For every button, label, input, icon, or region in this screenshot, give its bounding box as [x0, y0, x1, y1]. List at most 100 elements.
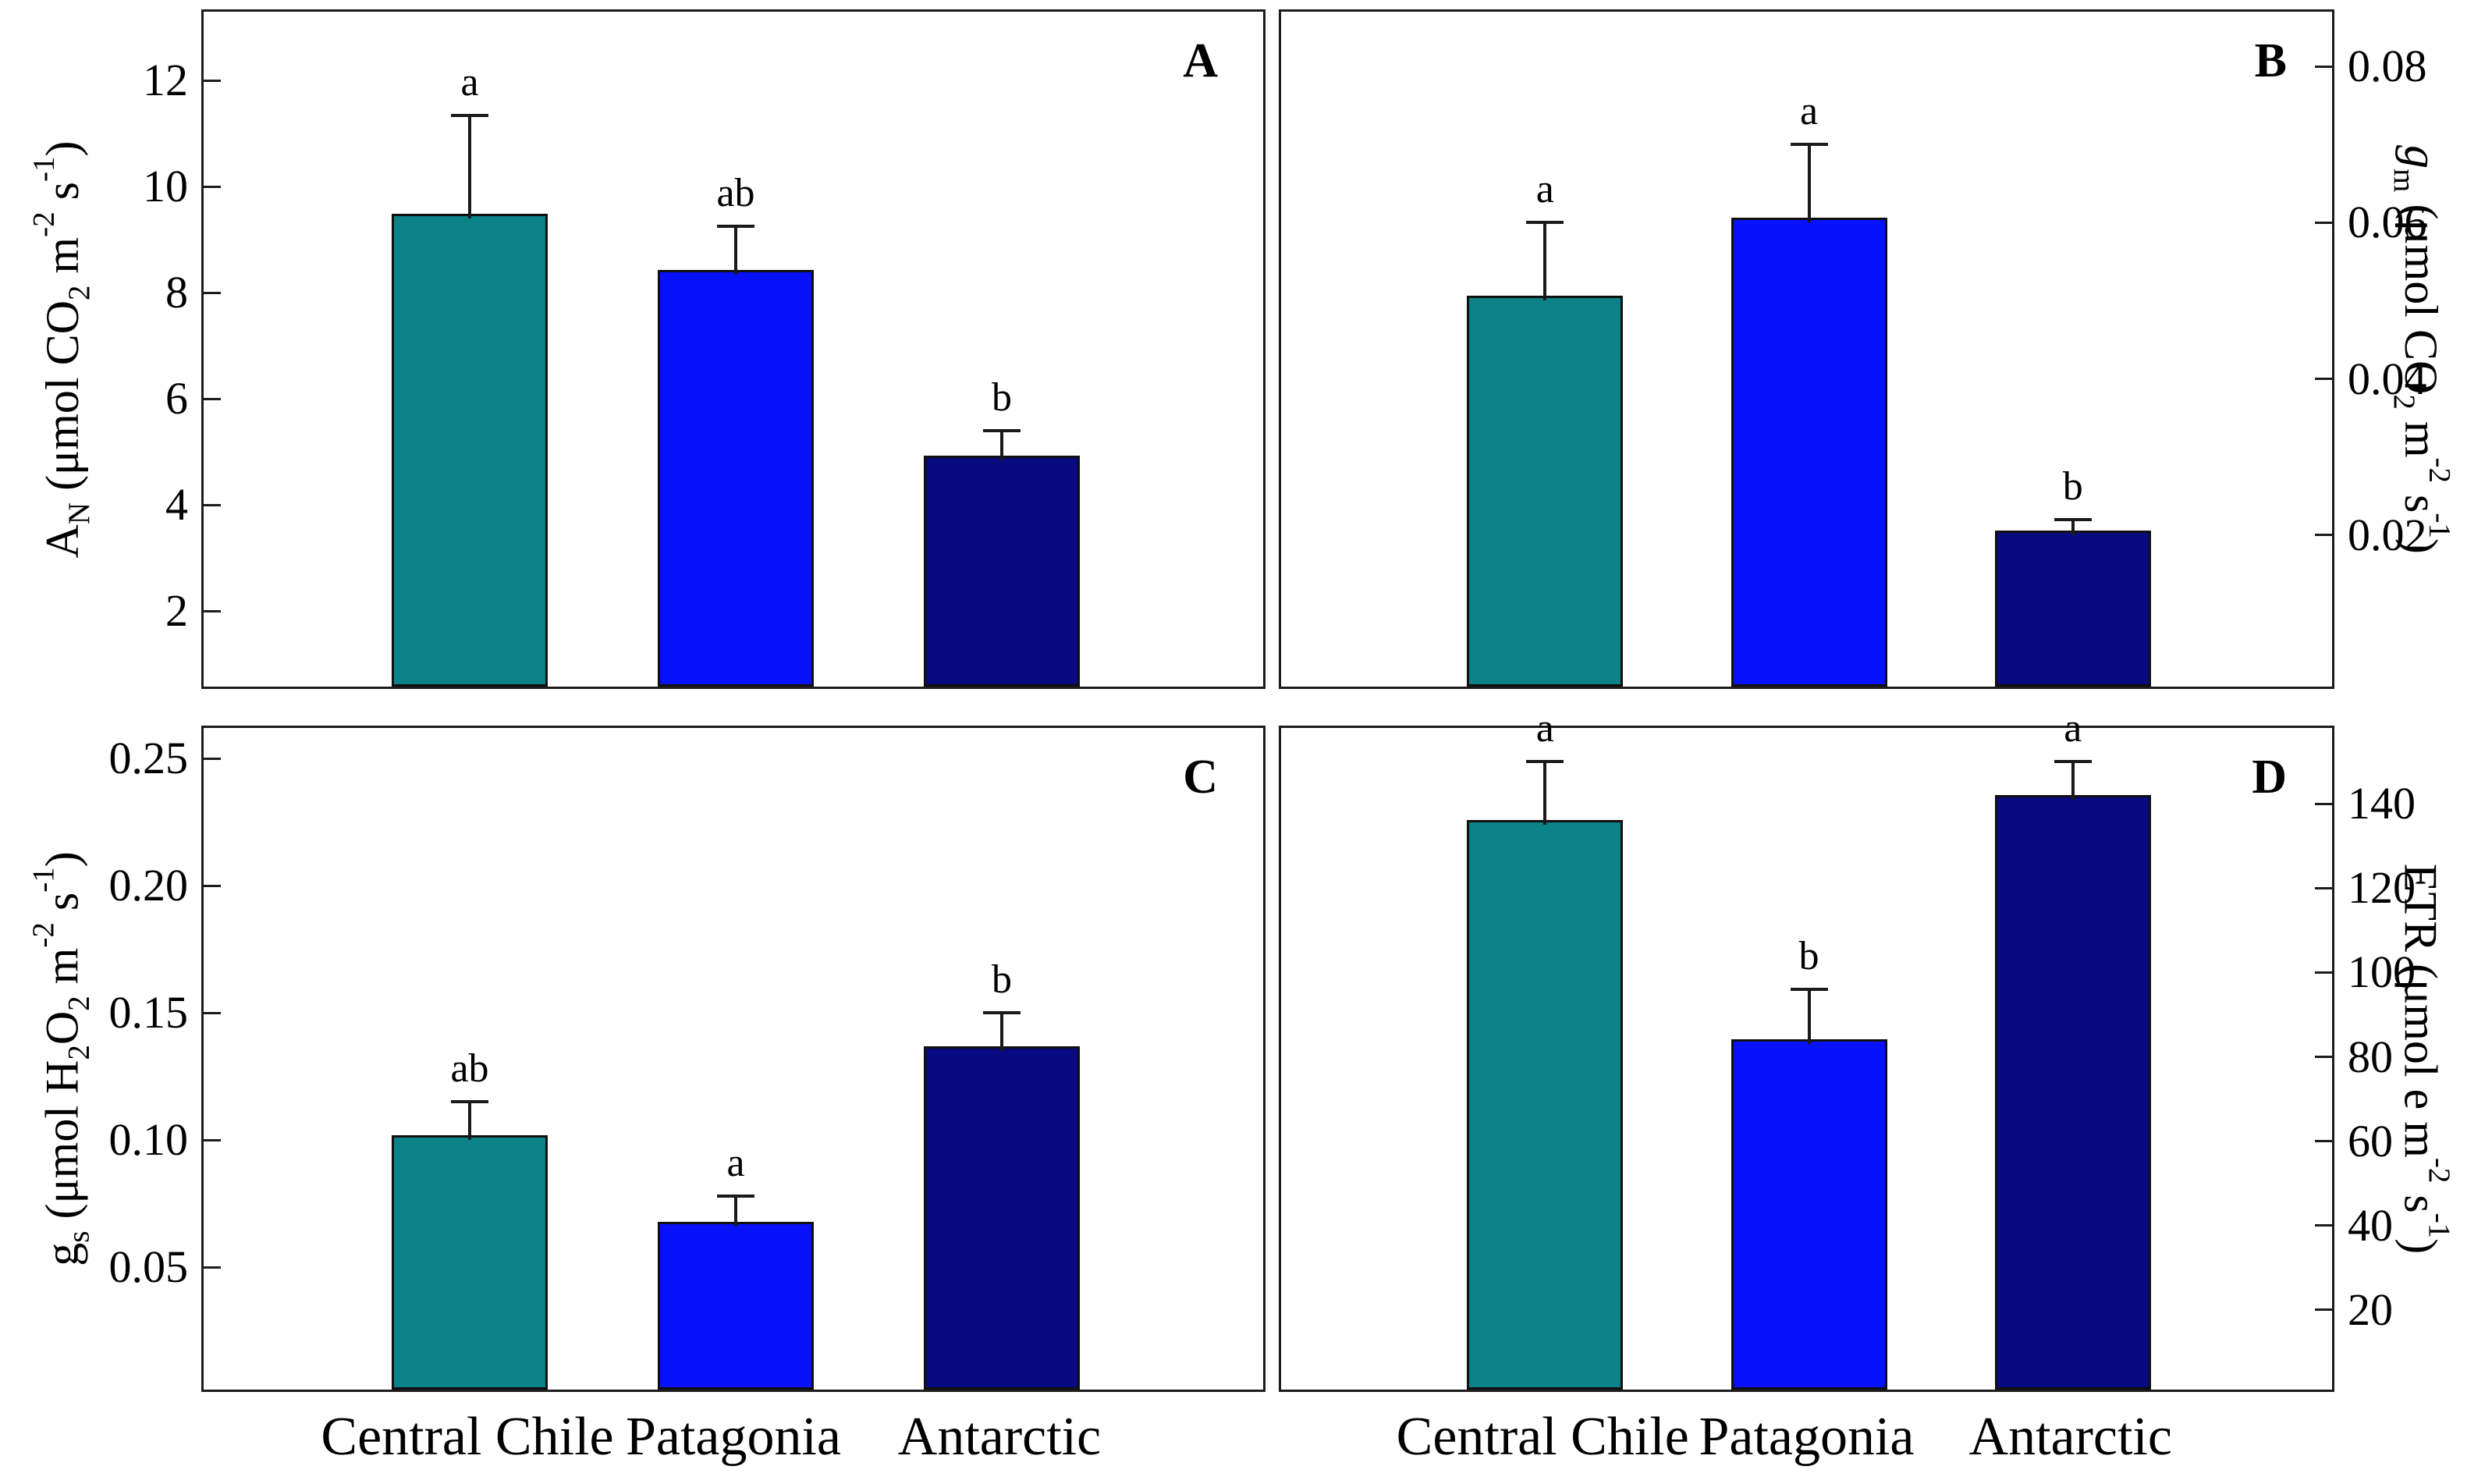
- axis-label-segment: s: [62, 1230, 96, 1243]
- sig-letter-C-antarctic: b: [992, 957, 1012, 1003]
- error-bar-D-patagonia: [1807, 989, 1811, 1045]
- y-tick-label-D-20: 20: [2348, 1283, 2393, 1335]
- axis-label-segment: N: [62, 502, 96, 524]
- error-bar-A-antarctic: [1000, 431, 1003, 460]
- bar-C-patagonia: [658, 1221, 814, 1390]
- bar-B-antarctic: [1994, 530, 2151, 687]
- sig-letter-C-central-chile: ab: [450, 1046, 489, 1092]
- axis-label-segment: ): [2394, 1238, 2447, 1255]
- sig-letter-A-patagonia: ab: [716, 171, 755, 216]
- y-tick-label-B-0.02: 0.02: [2348, 509, 2427, 560]
- axis-label-segment: O: [36, 1010, 88, 1046]
- y-tick-A-4: [204, 503, 221, 506]
- sig-letter-B-antarctic: b: [2062, 463, 2083, 509]
- y-tick-label-C-0.05: 0.05: [108, 1241, 189, 1293]
- axis-label-segment: 2: [2387, 393, 2421, 410]
- y-tick-D-60: [2315, 1140, 2332, 1143]
- y-tick-label-C-0.25: 0.25: [108, 733, 189, 784]
- sig-letter-D-antarctic: a: [2064, 706, 2082, 751]
- x-category-label-D-patagonia: Patagonia: [1699, 1407, 1915, 1467]
- error-bar-C-central-chile: [468, 1102, 471, 1141]
- axis-label-segment: -2: [27, 922, 60, 948]
- axis-label-segment: s: [2394, 482, 2447, 513]
- sig-letter-B-central-chile: a: [1535, 167, 1554, 212]
- y-tick-C-0.10: [204, 1138, 221, 1141]
- axis-label-segment: -2: [2423, 457, 2456, 483]
- y-tick-A-12: [204, 79, 221, 82]
- bar-A-central-chile: [392, 214, 548, 687]
- axis-label-segment: -1: [2423, 1212, 2456, 1239]
- error-cap-D-central-chile: [1526, 760, 1564, 764]
- y-tick-label-A-2: 2: [165, 585, 188, 637]
- axis-label-segment: ): [2394, 538, 2447, 554]
- y-tick-label-A-8: 8: [165, 267, 188, 318]
- panel-A: A 2 4 6 8 10 12 a ab b: [143, 9, 1266, 689]
- y-tick-label-D-140: 140: [2348, 778, 2416, 829]
- y-tick-A-6: [204, 397, 221, 400]
- axis-label-segment: ): [36, 140, 88, 157]
- bar-C-antarctic: [924, 1046, 1080, 1390]
- y-tick-label-A-6: 6: [165, 373, 188, 424]
- y-tick-label-B-0.04: 0.04: [2348, 353, 2427, 404]
- y-tick-label-A-4: 4: [165, 479, 188, 531]
- axis-label-segment: m: [2387, 168, 2421, 192]
- error-bar-D-central-chile: [1543, 762, 1547, 825]
- axis-label-segment: ETR (μmol e m: [2394, 863, 2447, 1158]
- y-tick-A-2: [204, 609, 221, 612]
- axis-label-segment: s: [36, 892, 88, 923]
- y-tick-label-C-0.20: 0.20: [108, 860, 189, 911]
- bar-B-central-chile: [1467, 296, 1624, 687]
- y-tick-B-0.08: [2315, 65, 2332, 68]
- y-tick-label-A-10: 10: [143, 161, 188, 212]
- x-category-label-C-patagonia: Patagonia: [625, 1407, 842, 1467]
- error-cap-B-antarctic: [2054, 517, 2092, 521]
- error-cap-C-antarctic: [983, 1011, 1021, 1015]
- error-cap-B-patagonia: [1790, 143, 1828, 147]
- y-tick-A-10: [204, 185, 221, 188]
- y-axis-label-A: AN (μmol CO2 m-2 s-1): [16, 9, 96, 689]
- panel-letter-D: D: [2252, 751, 2287, 804]
- y-tick-label-D-60: 60: [2348, 1115, 2393, 1166]
- y-tick-label-D-40: 40: [2348, 1199, 2393, 1251]
- error-cap-D-antarctic: [2054, 760, 2092, 764]
- panel-letter-C: C: [1183, 751, 1218, 804]
- y-tick-D-120: [2315, 886, 2332, 889]
- axis-label-segment: m: [2394, 409, 2447, 457]
- y-tick-B-0.04: [2315, 378, 2332, 381]
- error-bar-B-patagonia: [1807, 144, 1811, 223]
- y-tick-D-40: [2315, 1224, 2332, 1227]
- error-bar-C-patagonia: [734, 1195, 737, 1227]
- y-tick-label-D-120: 120: [2348, 862, 2416, 914]
- y-tick-C-0.25: [204, 757, 221, 760]
- error-cap-B-central-chile: [1526, 221, 1564, 225]
- y-axis-label-D: ETR (μmol e m-2 s-1): [2395, 726, 2466, 1392]
- y-tick-label-B-0.08: 0.08: [2348, 41, 2427, 92]
- axis-label-segment: (μmol CO: [36, 300, 88, 502]
- bar-C-central-chile: [392, 1135, 548, 1390]
- sig-letter-A-antarctic: b: [992, 375, 1012, 421]
- error-bar-B-antarctic: [2071, 519, 2075, 535]
- bar-D-antarctic: [1994, 794, 2151, 1390]
- y-tick-C-0.15: [204, 1011, 221, 1014]
- error-bar-C-antarctic: [1000, 1013, 1003, 1051]
- panel-B: B 0.02 0.04 0.06 0.08 a a b: [1279, 9, 2427, 689]
- y-tick-D-100: [2315, 971, 2332, 974]
- error-cap-C-patagonia: [717, 1194, 754, 1198]
- axis-label-segment: A: [36, 524, 88, 558]
- y-axis-label-C: gs (μmol H2O2 m-2 s-1): [16, 726, 96, 1392]
- axis-label-segment: -2: [27, 211, 60, 237]
- axis-label-segment: (μmol CO: [2394, 191, 2447, 394]
- bar-D-central-chile: [1467, 820, 1624, 1390]
- error-cap-A-patagonia: [717, 225, 754, 229]
- panel-D: D 20 40 60 80 100 120 140 a b a: [1279, 706, 2416, 1392]
- y-tick-label-D-80: 80: [2348, 1031, 2393, 1082]
- axis-label-segment: -1: [27, 156, 60, 182]
- sig-letter-A-central-chile: a: [460, 59, 479, 105]
- error-bar-A-patagonia: [734, 226, 737, 275]
- y-tick-D-20: [2315, 1308, 2332, 1312]
- y-tick-C-0.05: [204, 1266, 221, 1269]
- panel-letter-B: B: [2254, 34, 2287, 87]
- sig-letter-D-central-chile: a: [1535, 706, 1554, 751]
- y-tick-label-C-0.10: 0.10: [108, 1114, 189, 1166]
